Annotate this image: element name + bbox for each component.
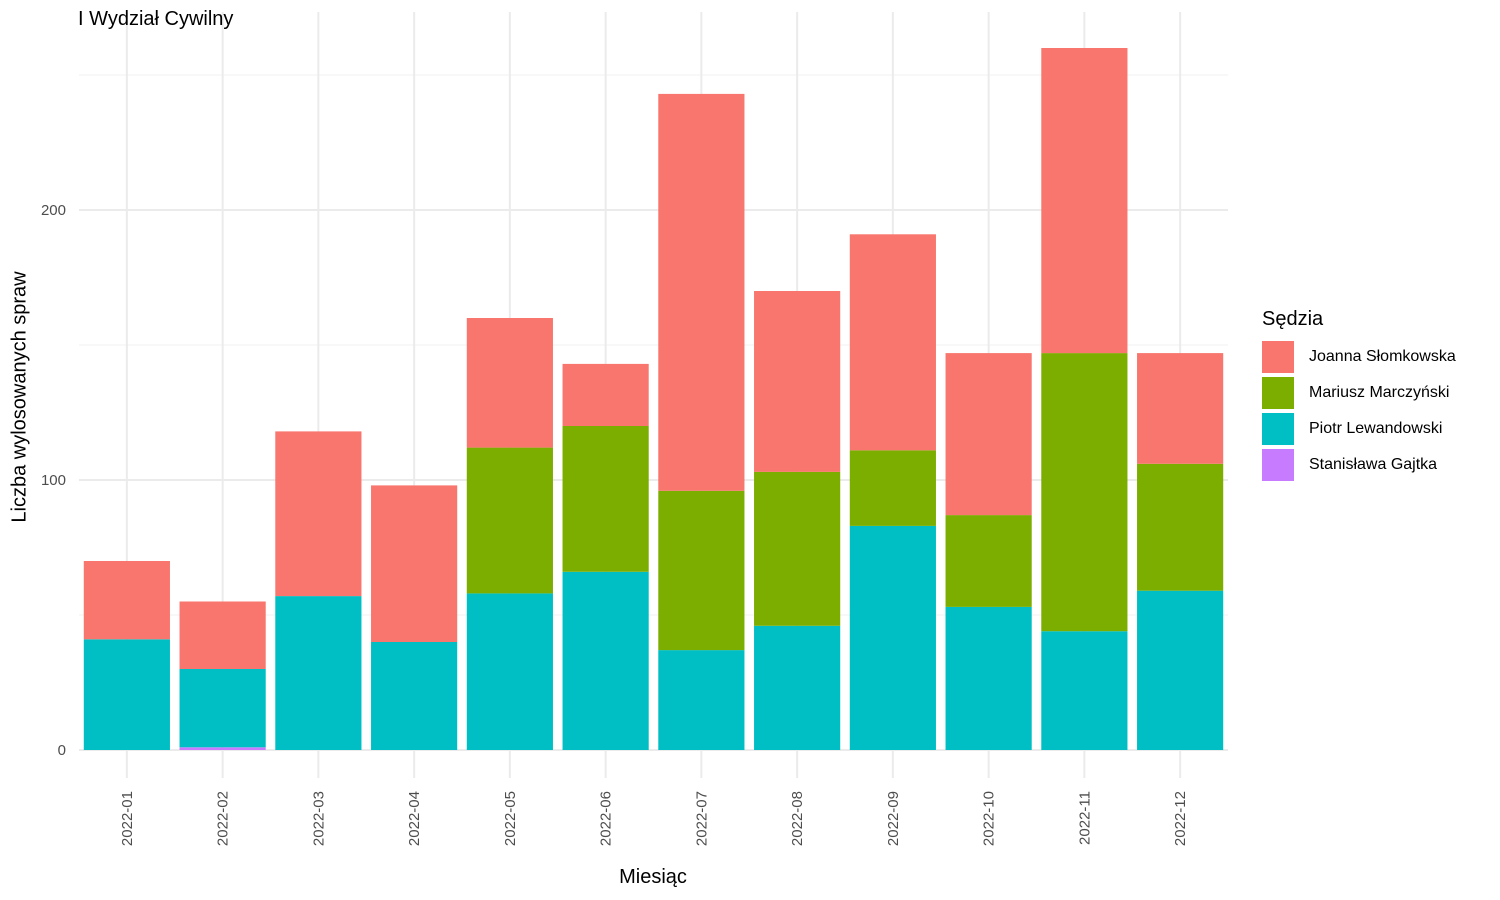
legend-swatch xyxy=(1262,449,1294,481)
legend-title: Sędzia xyxy=(1262,308,1324,330)
legend-label: Piotr Lewandowski xyxy=(1309,420,1443,437)
legend-label: Mariusz Marczyński xyxy=(1309,384,1450,401)
legend-item-piotr-lewandowski: Piotr Lewandowski xyxy=(1262,411,1456,447)
bar-segment xyxy=(466,593,553,750)
x-tick-label: 2022-03 xyxy=(310,791,327,846)
bar-segment xyxy=(562,426,649,572)
bar-segment xyxy=(179,747,266,750)
bar-segment xyxy=(849,525,936,750)
bar-segment xyxy=(754,291,841,472)
x-tick-label: 2022-11 xyxy=(1076,791,1093,845)
bar-segment xyxy=(658,650,745,750)
bar-segment xyxy=(1041,631,1128,750)
legend-swatch xyxy=(1262,377,1294,409)
bar-segment xyxy=(83,639,170,750)
x-tick-label: 2022-12 xyxy=(1172,791,1189,846)
bar-segment xyxy=(849,234,936,451)
x-axis-title: Miesiąc xyxy=(619,866,687,888)
bar-segment xyxy=(945,353,1032,516)
legend-swatch xyxy=(1262,413,1294,445)
x-tick-label: 2022-07 xyxy=(693,791,710,846)
legend-item-mariusz-marczynski: Mariusz Marczyński xyxy=(1262,375,1456,411)
bar-segment xyxy=(658,93,745,491)
bar-segment xyxy=(371,485,458,642)
bar-segment xyxy=(562,571,649,750)
bar-segment xyxy=(754,625,841,750)
bar-segment xyxy=(179,669,266,748)
legend-item-stanislawa-gajtka: Stanisława Gajtka xyxy=(1262,447,1456,483)
bar-segment xyxy=(945,515,1032,607)
x-tick-label: 2022-10 xyxy=(981,791,998,846)
bar-segment xyxy=(371,642,458,750)
bar-segment xyxy=(658,490,745,651)
x-tick-label: 2022-09 xyxy=(885,791,902,846)
y-tick-label: 0 xyxy=(58,742,66,759)
y-tick-label: 100 xyxy=(41,472,66,489)
bar-segment xyxy=(849,450,936,526)
bar-segment xyxy=(1041,48,1128,354)
bar-segment xyxy=(1041,353,1128,632)
x-tick-label: 2022-08 xyxy=(789,791,806,846)
bar-segment xyxy=(1137,590,1224,750)
bar-segment xyxy=(275,431,362,597)
bar-segment xyxy=(1137,353,1224,464)
legend-label: Stanisława Gajtka xyxy=(1309,456,1438,473)
x-tick-label: 2022-06 xyxy=(598,791,615,846)
chart-title: I Wydział Cywilny xyxy=(78,8,234,30)
legend-label: Joanna Słomkowska xyxy=(1309,348,1456,365)
bar-segment xyxy=(466,447,553,594)
bar-segment xyxy=(754,471,841,626)
bar-segment xyxy=(466,318,553,448)
x-tick-label: 2022-04 xyxy=(406,791,423,846)
legend-swatch xyxy=(1262,341,1294,373)
y-tick-label: 200 xyxy=(41,202,66,219)
x-tick-label: 2022-01 xyxy=(119,791,136,846)
x-tick-label: 2022-05 xyxy=(502,791,519,846)
bar-segment xyxy=(275,596,362,750)
bar-segment xyxy=(179,601,266,669)
legend: Sędzia Joanna Słomkowska Mariusz Marczyń… xyxy=(1262,308,1456,483)
legend-item-joanna-slomkowska: Joanna Słomkowska xyxy=(1262,339,1456,375)
bar-segment xyxy=(562,363,649,426)
bar-segment xyxy=(945,606,1032,750)
bar-segment xyxy=(1137,463,1224,591)
x-tick-label: 2022-02 xyxy=(215,791,232,846)
y-axis-title: Liczba wylosowanych spraw xyxy=(8,271,31,523)
bar-segment xyxy=(83,561,170,640)
